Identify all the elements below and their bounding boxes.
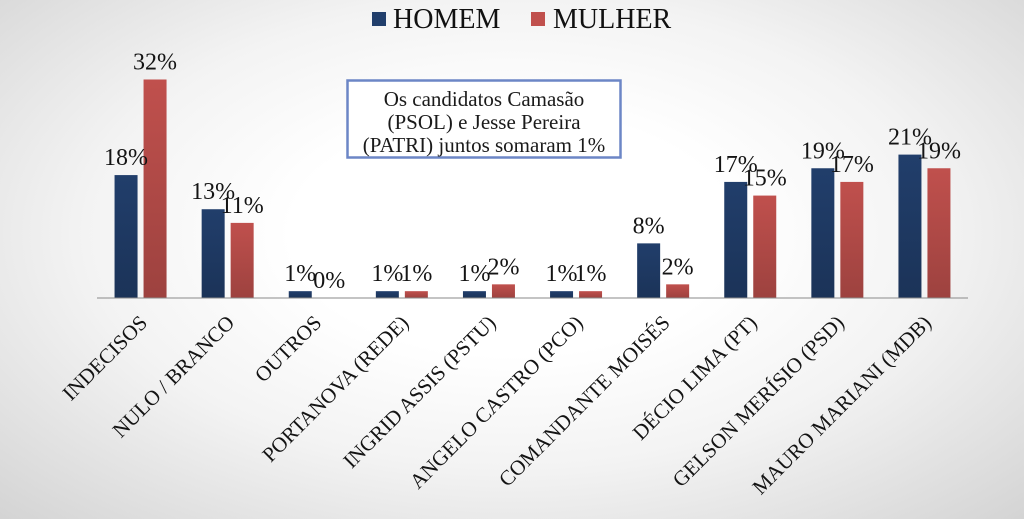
data-label-homem-9: 21% <box>888 125 932 151</box>
data-label-mulher-5: 1% <box>575 261 607 287</box>
category-label-6: COMANDANTE MOISÉS <box>494 311 675 492</box>
data-label-mulher-8: 17% <box>830 152 874 178</box>
data-label-homem-0: 18% <box>104 145 148 171</box>
data-labels-group: 18%32%13%11%1%0% 1%1% 1%2% 1%1%8%2%17%15%19… <box>104 49 961 294</box>
annotation-line-1: Os candidatos Camasão <box>384 87 585 111</box>
legend-item-mulher: MULHER <box>531 4 672 35</box>
data-label-homem-1: 13% <box>191 179 235 205</box>
legend-item-homem: HOMEM <box>372 4 500 35</box>
data-label-mulher-0: 32% <box>133 49 177 75</box>
data-label-homem-3: 1% <box>371 261 403 287</box>
legend-label-homem: HOMEM <box>393 4 500 35</box>
category-label-3: PORTANOVA (REDE) <box>257 311 413 467</box>
category-label-4: INGRID ASSIS (PSTU) <box>338 311 500 473</box>
data-label-mulher-9: 19% <box>917 138 961 164</box>
bar-homem-3 <box>375 291 399 298</box>
bar-homem-9 <box>898 154 922 298</box>
bar-mulher-5 <box>579 291 603 298</box>
bar-mulher-7 <box>753 195 777 298</box>
data-label-mulher-4: 2% <box>487 254 519 280</box>
data-label-mulher-3: 1% <box>400 261 432 287</box>
bar-homem-8 <box>811 168 835 298</box>
data-label-homem-4: 1% <box>458 261 490 287</box>
data-label-homem-5: 1% <box>546 261 578 287</box>
annotation-line-2: (PSOL) e Jesse Pereira <box>387 110 581 134</box>
category-label-5: ANGELO CASTRO (PCO) <box>405 311 588 494</box>
legend-label-mulher: MULHER <box>553 4 672 35</box>
bar-homem-5 <box>550 291 574 298</box>
legend-swatch-mulher <box>531 12 545 26</box>
category-label-2: OUTROS <box>250 311 326 387</box>
bar-homem-6 <box>637 243 661 298</box>
data-label-mulher-1: 11% <box>221 193 264 219</box>
bar-homem-4 <box>462 291 486 298</box>
annotation-box: Os candidatos Camasão (PSOL) e Jesse Per… <box>346 79 622 159</box>
data-label-mulher-6: 2% <box>662 254 694 280</box>
data-label-mulher-2: 0% <box>313 268 345 294</box>
bar-homem-1 <box>201 209 225 298</box>
category-label-9: MAURO MARIANI (MDB) <box>747 311 936 500</box>
annotation-line-3: (PATRI) juntos somaram 1% <box>363 133 605 157</box>
bar-mulher-3 <box>404 291 428 298</box>
legend-swatch-homem <box>372 12 386 26</box>
bar-mulher-4 <box>491 284 515 298</box>
bars-group <box>114 79 951 298</box>
data-label-mulher-7: 15% <box>743 166 787 192</box>
bar-homem-2 <box>288 291 312 298</box>
legend: HOMEM MULHER <box>372 4 672 35</box>
bar-mulher-0 <box>143 79 167 298</box>
data-label-homem-6: 8% <box>633 213 665 239</box>
data-label-homem-7: 17% <box>714 152 758 178</box>
category-label-8: GELSON MERÍSIO (PSD) <box>668 311 849 492</box>
bar-mulher-1 <box>230 222 254 298</box>
bar-mulher-8 <box>840 181 864 298</box>
bar-homem-0 <box>114 175 138 298</box>
data-label-homem-8: 19% <box>801 138 845 164</box>
bar-mulher-9 <box>927 168 951 298</box>
annotation-border <box>346 79 622 159</box>
bar-mulher-6 <box>666 284 690 298</box>
data-label-homem-2: 1% <box>284 261 316 287</box>
bar-homem-7 <box>724 181 748 298</box>
category-label-0: INDECISOS <box>58 311 153 406</box>
